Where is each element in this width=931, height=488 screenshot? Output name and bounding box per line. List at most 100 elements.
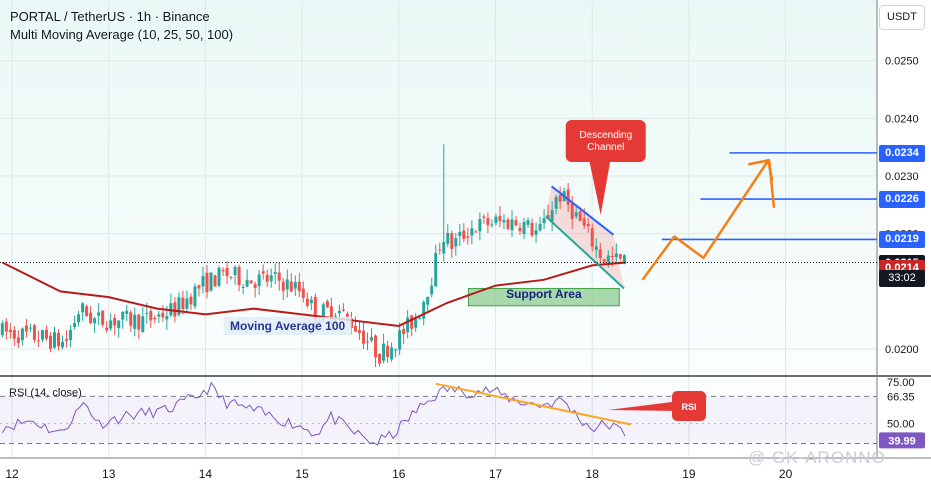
time-tick-label: 16: [392, 467, 406, 481]
candle-body: [265, 274, 269, 282]
candle-body: [177, 297, 181, 315]
candle-body: [257, 274, 261, 287]
candle-body: [394, 349, 398, 351]
candle-body: [606, 255, 610, 263]
candle-body: [8, 329, 12, 333]
candle-body: [48, 335, 52, 349]
candle-body: [65, 339, 69, 341]
candle-body: [478, 219, 482, 232]
time-tick-label: 18: [586, 467, 600, 481]
candle-body: [610, 256, 614, 258]
candle-body: [345, 313, 349, 317]
candle-body: [422, 302, 426, 319]
candle-body: [28, 327, 32, 329]
candle-body: [141, 316, 145, 333]
candle-body: [538, 224, 542, 231]
candle-body: [353, 325, 357, 332]
candle-body: [410, 315, 414, 329]
candle-body: [370, 337, 374, 341]
candle-body: [273, 272, 277, 274]
candle-body: [546, 215, 550, 219]
candle-body: [570, 203, 574, 219]
candle-body: [442, 241, 446, 254]
candle-body: [341, 309, 345, 311]
candle-body: [221, 269, 225, 272]
candle-body: [594, 246, 598, 250]
candle-body: [32, 325, 36, 340]
candle-body: [145, 312, 149, 314]
candle-body: [598, 249, 602, 259]
time-tick-label: 19: [682, 467, 696, 481]
candle-body: [313, 296, 317, 321]
candle-body: [193, 286, 197, 307]
channel-upper-line: [550, 185, 615, 236]
channel-lower-line: [545, 215, 625, 290]
candle-body: [518, 227, 522, 232]
candle-body: [105, 327, 109, 331]
candle-body: [542, 218, 546, 224]
countdown-badge: 33:02: [879, 269, 925, 287]
price-tick-label: 0.0230: [885, 171, 919, 183]
indicator-label[interactable]: Multi Moving Average (10, 25, 50, 100): [10, 27, 234, 42]
candle-body: [109, 320, 113, 329]
candle-body: [297, 281, 301, 292]
candle-body: [498, 215, 502, 222]
candle-body: [530, 222, 534, 236]
time-tick-label: 12: [5, 467, 19, 481]
candle-body: [337, 310, 341, 314]
candle-body: [510, 219, 514, 231]
candle-body: [386, 345, 390, 358]
candle-body: [578, 211, 582, 221]
candle-body: [534, 230, 538, 235]
candle-body: [253, 284, 257, 289]
candle-body: [582, 218, 586, 226]
candle-body: [285, 279, 289, 290]
candle-body: [16, 337, 20, 344]
candle-body: [554, 196, 558, 209]
candle-body: [502, 220, 506, 223]
projection-arrow-head: [747, 158, 774, 181]
price-tick-label: 0.0240: [885, 113, 919, 125]
candle-body: [277, 272, 281, 281]
candle-body: [261, 271, 265, 274]
candle-body: [494, 216, 498, 224]
candle-body: [0, 323, 4, 336]
candle-body: [378, 353, 382, 364]
candle-body: [506, 219, 510, 229]
time-tick-label: 15: [295, 467, 309, 481]
candle-body: [52, 332, 56, 348]
candle-body: [454, 238, 458, 247]
plot-background: [0, 0, 877, 457]
candle-body: [281, 281, 285, 291]
candle-body: [161, 312, 165, 318]
candle-body: [438, 249, 442, 251]
candle-body: [309, 299, 313, 304]
candle-body: [121, 311, 125, 320]
currency-button[interactable]: USDT: [879, 5, 925, 30]
candle-body: [205, 272, 209, 293]
rsi-callout-box: [672, 391, 706, 421]
candle-body: [490, 224, 494, 226]
candle-body: [89, 312, 93, 323]
candle-body: [77, 314, 81, 323]
candle-body: [406, 317, 410, 333]
candle-body: [566, 189, 570, 205]
candle-body: [81, 303, 85, 313]
watermark: @ GK-ARONNO: [748, 448, 886, 467]
candle-body: [486, 218, 490, 226]
candle-body: [366, 341, 370, 343]
candle-body: [217, 267, 221, 286]
candle-body: [237, 266, 241, 286]
candle-body: [117, 320, 121, 329]
candle-body: [57, 332, 61, 347]
time-tick-label: 20: [779, 467, 793, 481]
rsi-callout-pointer: [608, 401, 680, 411]
callout-text-line: Channel: [587, 142, 624, 153]
candle-body: [374, 335, 378, 358]
rsi-line: [1, 381, 626, 446]
candle-body: [4, 321, 8, 332]
candle-body: [329, 306, 333, 320]
candle-body: [233, 266, 237, 276]
